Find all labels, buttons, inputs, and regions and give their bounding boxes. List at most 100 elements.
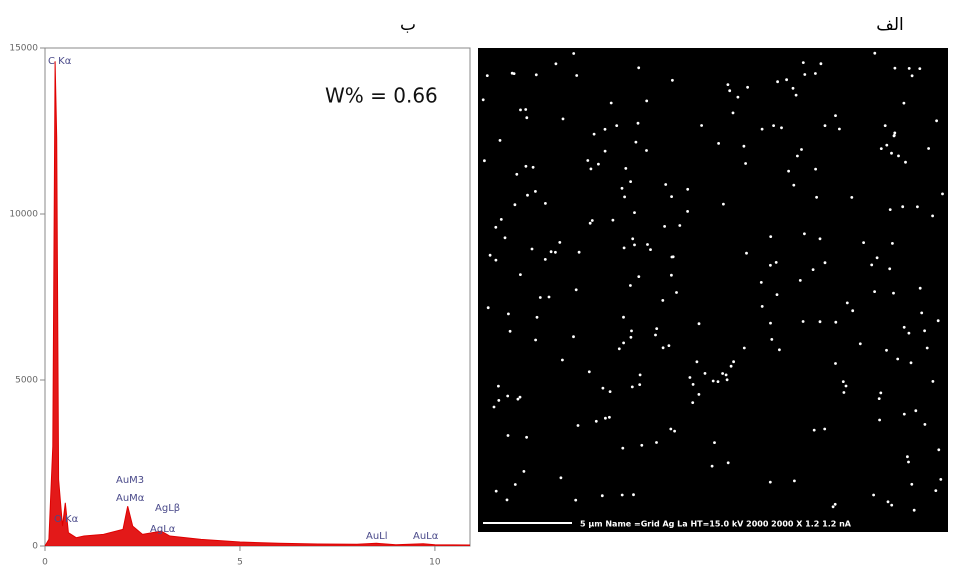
- map-dot: [732, 360, 735, 364]
- map-dot: [780, 126, 783, 130]
- map-dot: [798, 279, 802, 282]
- map-dot: [637, 275, 641, 278]
- map-dot: [939, 478, 943, 481]
- map-caption: 5 µm Name =Grid Ag La HT=15.0 kV 2000 20…: [580, 520, 852, 529]
- map-dot: [522, 470, 526, 473]
- map-dot: [589, 167, 593, 171]
- map-dot: [878, 418, 881, 422]
- x-tick-label: 10: [429, 558, 441, 568]
- map-dot: [615, 124, 619, 127]
- peak-label: AgLβ: [155, 503, 180, 514]
- map-dot: [886, 500, 890, 504]
- map-dot: [918, 286, 922, 290]
- map-dot: [494, 225, 498, 229]
- map-dot: [572, 335, 575, 339]
- map-dot: [726, 461, 730, 465]
- map-dot: [910, 74, 914, 78]
- map-dot: [700, 124, 703, 127]
- map-dot: [703, 372, 707, 375]
- map-dot: [812, 428, 816, 432]
- map-dot: [803, 232, 806, 236]
- map-dot: [729, 364, 733, 368]
- map-dot: [686, 210, 689, 213]
- map-dot: [633, 211, 636, 215]
- map-dot: [879, 147, 883, 151]
- map-dot: [888, 208, 892, 212]
- map-dot: [601, 386, 605, 390]
- y-tick-label: 0: [32, 542, 38, 552]
- map-dot: [814, 72, 817, 75]
- map-dot: [586, 159, 590, 162]
- map-dot: [796, 154, 799, 158]
- map-dot: [486, 306, 490, 310]
- map-dot: [524, 108, 528, 111]
- map-dot: [629, 284, 632, 287]
- map-dot: [803, 73, 807, 76]
- map-dot: [574, 498, 578, 502]
- map-dot: [661, 299, 665, 302]
- map-dot: [592, 132, 596, 136]
- map-dot: [691, 383, 695, 386]
- map-dot: [494, 258, 498, 262]
- y-tick-label: 15000: [9, 44, 38, 54]
- map-dot: [775, 293, 779, 296]
- y-tick-label: 10000: [9, 210, 38, 220]
- map-dot: [649, 248, 652, 252]
- map-dot: [636, 121, 640, 125]
- map-dot: [862, 241, 865, 245]
- x-tick-label: 5: [237, 558, 243, 568]
- map-dot: [531, 165, 535, 169]
- map-dot: [838, 127, 841, 131]
- map-dot: [721, 372, 724, 375]
- map-dot: [858, 342, 862, 346]
- map-dot: [525, 435, 528, 439]
- map-dot: [801, 320, 805, 323]
- map-dot: [834, 320, 838, 324]
- map-dot: [608, 390, 612, 393]
- map-dot: [873, 290, 876, 293]
- map-dot: [697, 322, 701, 326]
- map-dot: [722, 202, 725, 206]
- map-dot: [787, 169, 790, 173]
- map-dot: [716, 380, 720, 383]
- map-dot: [931, 380, 935, 383]
- map-dot: [772, 124, 775, 127]
- map-dot: [728, 89, 732, 93]
- map-dot: [920, 311, 924, 315]
- map-dot: [792, 183, 796, 187]
- map-dot: [742, 144, 746, 148]
- map-dot: [609, 101, 613, 105]
- map-dot: [622, 341, 625, 345]
- map-dot: [877, 397, 881, 400]
- map-dot: [561, 358, 564, 362]
- map-dot: [515, 172, 519, 176]
- map-dot: [524, 164, 528, 168]
- map-dot: [671, 78, 674, 82]
- map-dot: [620, 186, 624, 190]
- map-dot: [590, 219, 594, 222]
- peak-label: O Kα: [54, 514, 79, 525]
- map-dot: [544, 202, 547, 205]
- map-dot: [907, 331, 911, 335]
- map-dot: [688, 376, 692, 379]
- map-dot: [794, 93, 798, 97]
- map-dot: [918, 67, 922, 70]
- map-dot: [814, 167, 817, 171]
- map-dot: [623, 195, 626, 199]
- map-dot: [654, 333, 657, 337]
- map-dot: [776, 80, 779, 84]
- map-dot: [483, 159, 486, 163]
- map-dot: [678, 224, 682, 227]
- map-dot: [801, 61, 805, 64]
- map-dot: [909, 361, 913, 365]
- map-dot: [770, 338, 774, 341]
- map-dot: [554, 62, 558, 66]
- map-dot: [850, 196, 854, 199]
- map-dot: [791, 86, 795, 90]
- map-dot: [691, 401, 695, 404]
- map-dot: [888, 267, 892, 271]
- map-dot: [870, 263, 874, 267]
- map-dot: [632, 493, 635, 497]
- map-dot: [713, 441, 716, 444]
